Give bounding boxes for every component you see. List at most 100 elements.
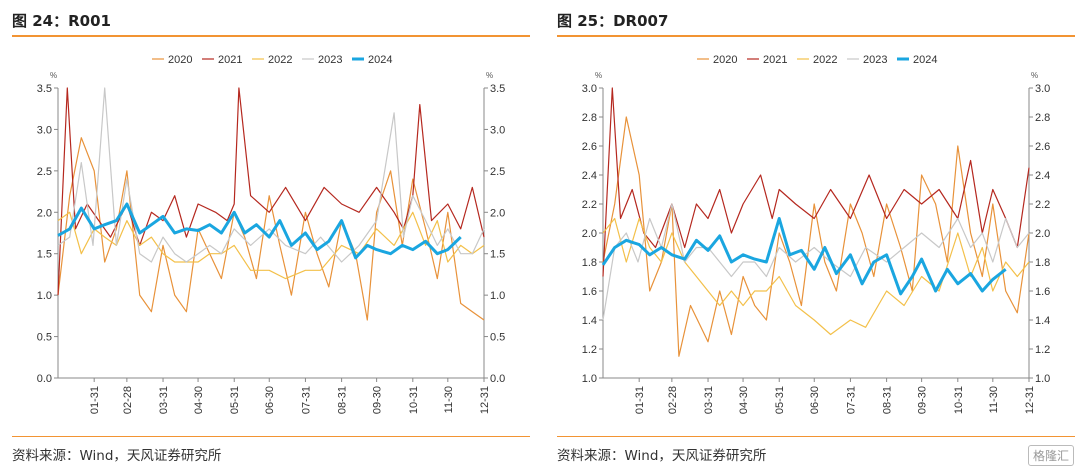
- series-line-2022: [602, 217, 1030, 336]
- series-line-2020: [602, 116, 1030, 357]
- y-tick-label-right: 2.6: [1035, 141, 1050, 153]
- y-tick-label-right: 1.0: [490, 290, 505, 302]
- y-tick-label-right: 3.0: [490, 124, 505, 136]
- series-line-2021: [57, 87, 485, 296]
- y-tick-label: 2.4: [582, 170, 597, 182]
- x-tick-label: 10-31: [408, 386, 420, 414]
- y-tick-label-right: 1.6: [1035, 286, 1050, 298]
- source-note: 资料来源：Wind，天风证券研究所: [557, 448, 767, 464]
- y-tick-label-right: 2.0: [1035, 228, 1050, 240]
- legend-label-2020: 2020: [168, 54, 192, 66]
- series-line-2024: [601, 217, 1007, 296]
- legend-label-2024: 2024: [368, 54, 392, 66]
- legend-label-2022: 2022: [268, 54, 292, 66]
- source-note: 资料来源：Wind，天风证券研究所: [12, 448, 222, 464]
- series-line-2024: [57, 202, 462, 260]
- legend-label-2021: 2021: [763, 54, 787, 66]
- x-tick-label: 11-30: [443, 386, 455, 413]
- y-tick-label-right: 1.0: [1035, 373, 1050, 385]
- y-tick-label-right: 2.0: [490, 207, 505, 219]
- figure-title: 图 25：DR007: [557, 12, 669, 30]
- title-divider: [557, 35, 1075, 37]
- y-tick-label: 2.5: [37, 166, 52, 178]
- x-tick-label: 08-31: [337, 386, 349, 414]
- legend-label-2023: 2023: [318, 54, 342, 66]
- x-tick-label: 10-31: [953, 386, 965, 414]
- legend-label-2023: 2023: [863, 54, 887, 66]
- y-tick-label: 3.5: [37, 83, 52, 95]
- y-tick-label: 2.6: [582, 141, 597, 153]
- watermark-logo: 格隆汇: [1027, 445, 1074, 466]
- x-tick-label: 02-28: [667, 386, 679, 414]
- title-divider: [12, 35, 530, 37]
- y-tick-label: 3.0: [37, 124, 52, 136]
- series-line-2020: [57, 137, 485, 321]
- y-unit-left: %: [50, 71, 57, 80]
- y-unit-right: %: [1031, 71, 1038, 80]
- x-tick-label: 05-31: [774, 386, 786, 414]
- x-tick-label: 02-28: [122, 386, 134, 414]
- y-tick-label-right: 2.8: [1035, 112, 1050, 124]
- x-tick-label: 03-31: [703, 386, 715, 414]
- y-tick-label-right: 0.0: [490, 373, 505, 385]
- y-tick-label: 2.0: [37, 207, 52, 219]
- figure-title: 图 24：R001: [12, 12, 111, 30]
- legend-label-2021: 2021: [218, 54, 242, 66]
- x-tick-label: 12-31: [1024, 386, 1036, 414]
- x-tick-label: 08-31: [882, 386, 894, 414]
- r001-line-chart: 2020 2021 2022 2023 2024% % 0.0 0.0 0.5 0.5 1.0 1.0…: [37, 54, 506, 414]
- y-tick-label: 2.8: [582, 112, 597, 124]
- x-tick-label: 07-31: [845, 386, 857, 414]
- legend: 2020 2021 2022 2023 2024: [152, 54, 392, 66]
- y-tick-label-right: 1.5: [490, 249, 505, 261]
- y-tick-label-right: 0.5: [490, 332, 505, 344]
- y-tick-label: 1.5: [37, 249, 52, 261]
- x-tick-label: 03-31: [158, 386, 170, 414]
- chart-panel-r001: 图 24：R001 2020 2021 2022 2023 2024%% 0.0 0.0 0.…: [12, 12, 530, 464]
- x-tick-label: 05-31: [229, 386, 241, 414]
- series-line-2023: [602, 203, 1030, 321]
- y-tick-label: 0.5: [37, 332, 52, 344]
- x-tick-label: 07-31: [300, 386, 312, 414]
- chart-panel-dr007: 图 25：DR007 2020 2021 2022 2023 2024%% 1.0 1.0 1…: [545, 0, 1080, 470]
- y-tick-label-right: 2.5: [490, 166, 505, 178]
- x-tick-label: 06-30: [264, 386, 276, 414]
- y-tick-label: 1.0: [582, 373, 597, 385]
- y-tick-label: 1.8: [582, 257, 597, 269]
- y-tick-label: 3.0: [582, 83, 597, 95]
- y-tick-label: 2.0: [582, 228, 597, 240]
- y-tick-label: 1.2: [582, 344, 597, 356]
- y-unit-right: %: [486, 71, 493, 80]
- source-divider: [12, 436, 530, 437]
- x-tick-label: 09-30: [917, 386, 929, 414]
- x-tick-label: 12-31: [479, 386, 491, 414]
- x-tick-label: 11-30: [988, 386, 1000, 413]
- y-tick-label: 2.2: [582, 199, 597, 211]
- x-tick-label: 09-30: [372, 386, 384, 414]
- y-tick-label-right: 2.4: [1035, 170, 1050, 182]
- y-tick-label: 1.4: [582, 315, 597, 327]
- y-tick-label: 1.0: [37, 290, 52, 302]
- y-tick-label-right: 2.2: [1035, 199, 1050, 211]
- x-tick-label: 04-30: [738, 386, 750, 414]
- y-unit-left: %: [595, 71, 602, 80]
- y-tick-label: 1.6: [582, 286, 597, 298]
- x-tick-label: 06-30: [809, 386, 821, 414]
- y-tick-label-right: 1.4: [1035, 315, 1050, 327]
- source-divider: [557, 436, 1075, 437]
- legend-label-2024: 2024: [913, 54, 937, 66]
- legend: 2020 2021 2022 2023 2024: [697, 54, 937, 66]
- x-tick-label: 01-31: [634, 386, 646, 414]
- x-tick-label: 01-31: [89, 386, 101, 414]
- y-tick-label-right: 3.0: [1035, 83, 1050, 95]
- y-tick-label: 0.0: [37, 373, 52, 385]
- y-tick-label-right: 3.5: [490, 83, 505, 95]
- y-tick-label-right: 1.8: [1035, 257, 1050, 269]
- legend-label-2020: 2020: [713, 54, 737, 66]
- legend-label-2022: 2022: [813, 54, 837, 66]
- y-tick-label-right: 1.2: [1035, 344, 1050, 356]
- series-line-2023: [57, 87, 485, 263]
- series-line-2022: [57, 211, 485, 280]
- dr007-line-chart: 2020 2021 2022 2023 2024% % 1.0 1.0 1.2 1.2 1.4 1.4…: [582, 54, 1051, 414]
- x-tick-label: 04-30: [193, 386, 205, 414]
